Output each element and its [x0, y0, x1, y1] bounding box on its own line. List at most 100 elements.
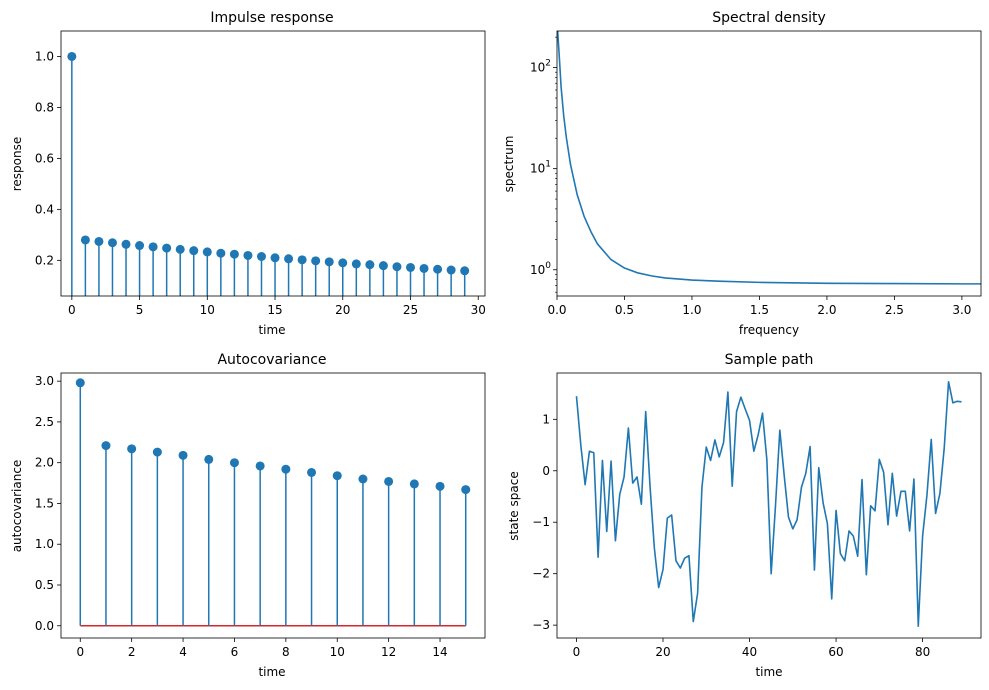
- sample-path-xlabel: time: [755, 665, 782, 679]
- autocovariance-marker: [384, 476, 394, 486]
- autocovariance-marker: [307, 467, 317, 477]
- impulse-response-ytick-label: 0.4: [35, 202, 54, 216]
- impulse-response-xlabel: time: [258, 323, 285, 337]
- sample-path-line: [575, 380, 962, 627]
- impulse-response-marker: [460, 266, 470, 276]
- impulse-response-marker: [202, 247, 212, 257]
- sample-path-axes-frame: [556, 372, 982, 639]
- autocovariance-xtick-label: 0: [76, 645, 84, 659]
- spectral-density-xtick-label: 0.0: [547, 303, 566, 317]
- autocovariance-xtick-label: 4: [179, 645, 187, 659]
- autocovariance-ytick-label: 1.0: [35, 537, 54, 551]
- autocovariance-marker: [255, 461, 265, 471]
- spectral-density-ytick-label: 101: [530, 160, 551, 176]
- impulse-response-axes-frame: [60, 30, 486, 297]
- impulse-response-marker: [392, 262, 402, 272]
- spectral-density-line: [557, 31, 981, 285]
- spectral-density-plot-area: [557, 31, 981, 285]
- impulse-response-marker: [433, 264, 443, 274]
- autocovariance-marker: [358, 474, 368, 484]
- sample-path-xtick-label: 20: [655, 645, 670, 659]
- impulse-response-marker: [324, 257, 334, 267]
- autocovariance-marker: [461, 485, 471, 495]
- impulse-response-xtick-label: 15: [267, 303, 282, 317]
- sample-path-ytick-label: −2: [532, 567, 550, 581]
- sample-path-title: Sample path: [725, 352, 814, 368]
- spectral-density-xtick-label: 1.0: [682, 303, 701, 317]
- sample-path-xtick-label: 60: [828, 645, 843, 659]
- impulse-response-marker: [419, 263, 429, 273]
- impulse-response-panel: Impulse response time response 0 5 10 15 20 2…: [10, 10, 486, 337]
- sample-path-xtick-label: 0: [573, 645, 581, 659]
- autocovariance-ytick-label: 0.5: [35, 578, 54, 592]
- autocovariance-ytick-label: 3.0: [35, 374, 54, 388]
- autocovariance-xtick-label: 12: [381, 645, 396, 659]
- impulse-response-xtick-label: 30: [471, 303, 486, 317]
- impulse-response-xtick-label: 0: [68, 303, 76, 317]
- impulse-response-marker: [338, 258, 348, 268]
- spectral-density-panel: Spectral density frequency spectrum 0.0 0…: [502, 10, 982, 337]
- spectral-density-xtick-label: 0.5: [615, 303, 634, 317]
- spectral-density-ytick-label: 102: [530, 59, 551, 75]
- impulse-response-ytick-label: 0.8: [35, 100, 54, 114]
- autocovariance-ytick-label: 1.5: [35, 496, 54, 510]
- impulse-response-marker: [446, 265, 456, 275]
- impulse-response-marker: [297, 255, 307, 265]
- impulse-response-marker: [189, 246, 199, 256]
- autocovariance-ylabel: autocovariance: [10, 460, 24, 553]
- sample-path-ytick-label: −1: [532, 515, 550, 529]
- impulse-response-marker: [107, 238, 117, 248]
- sample-path-panel: Sample path time state space 0 20 40 60 80 −3…: [507, 352, 982, 679]
- impulse-response-ytick-label: 0.2: [35, 253, 54, 267]
- impulse-response-marker: [351, 259, 361, 269]
- impulse-response-marker: [175, 244, 185, 254]
- autocovariance-marker: [152, 447, 162, 457]
- impulse-response-marker: [405, 262, 415, 272]
- sample-path-xtick-label: 40: [742, 645, 757, 659]
- autocovariance-marker: [435, 481, 445, 491]
- autocovariance-marker: [281, 464, 291, 474]
- autocovariance-marker: [75, 378, 85, 388]
- impulse-response-marker: [311, 256, 321, 266]
- impulse-response-marker: [216, 248, 226, 258]
- autocovariance-marker: [229, 458, 239, 468]
- autocovariance-marker: [409, 479, 419, 489]
- impulse-response-marker: [256, 252, 266, 262]
- spectral-density-axes-frame: [556, 30, 982, 297]
- autocovariance-ytick-label: 2.0: [35, 456, 54, 470]
- autocovariance-marker: [127, 444, 137, 454]
- spectral-density-ytick-label: 100: [530, 261, 551, 277]
- spectral-density-xtick-label: 3.0: [952, 303, 971, 317]
- spectral-density-xtick-label: 2.0: [817, 303, 836, 317]
- autocovariance-xtick-label: 10: [330, 645, 345, 659]
- impulse-response-plot-area: [67, 51, 470, 296]
- impulse-response-marker: [365, 260, 375, 270]
- impulse-response-marker: [270, 253, 280, 263]
- impulse-response-marker: [80, 235, 90, 245]
- impulse-response-marker: [284, 254, 294, 264]
- spectral-density-title: Spectral density: [712, 10, 826, 26]
- autocovariance-ytick-label: 0.0: [35, 619, 54, 633]
- impulse-response-xtick-label: 25: [403, 303, 418, 317]
- impulse-response-marker: [378, 261, 388, 271]
- spectral-density-xtick-label: 1.5: [750, 303, 769, 317]
- impulse-response-marker: [67, 51, 77, 61]
- autocovariance-xtick-label: 6: [231, 645, 239, 659]
- impulse-response-marker: [243, 250, 253, 260]
- autocovariance-marker: [204, 454, 214, 464]
- impulse-response-xtick-label: 20: [335, 303, 350, 317]
- spectral-density-ylabel: spectrum: [502, 136, 516, 193]
- impulse-response-marker: [148, 242, 158, 252]
- sample-path-ytick-label: 1: [542, 412, 550, 426]
- sample-path-plot-area: [575, 380, 962, 627]
- impulse-response-marker: [135, 241, 145, 251]
- autocovariance-xtick-label: 8: [282, 645, 290, 659]
- spectral-density-xtick-label: 2.5: [885, 303, 904, 317]
- sample-path-xtick-label: 80: [915, 645, 930, 659]
- impulse-response-ytick-label: 0.6: [35, 151, 54, 165]
- autocovariance-marker: [101, 441, 111, 451]
- impulse-response-xtick-label: 10: [200, 303, 215, 317]
- autocovariance-xlabel: time: [258, 665, 285, 679]
